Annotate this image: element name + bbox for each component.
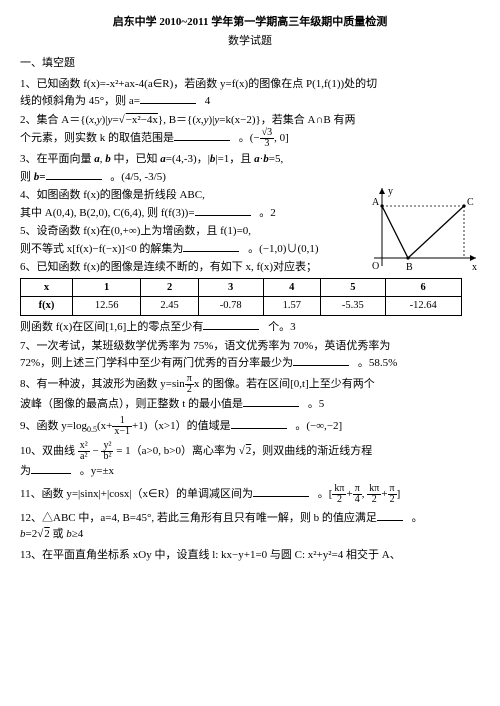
q3-line1: 3、在平面向量 a, b 中，已知 a=(4,-3)，|b|=1，且 a·b=5… — [20, 153, 283, 165]
table-row: x 1 2 3 4 5 6 — [21, 278, 462, 297]
q6: 6、已知函数 f(x)的图像是连续不断的，有如下 x, f(x)对应表； x 1… — [20, 259, 480, 336]
q2-line2: 个元素，则实数 k 的取值范围是 — [20, 132, 174, 144]
q4: 4、如图函数 f(x)的图像是折线段 ABC, 其中 A(0,4), B(2,0… — [20, 187, 480, 221]
th: 2 — [141, 278, 198, 297]
q7-blank — [293, 354, 349, 366]
q6-table: x 1 2 3 4 5 6 f(x) 12.56 2.45 -0.78 1.57… — [20, 278, 462, 317]
q11-blank — [253, 485, 309, 497]
q6-intro: 6、已知函数 f(x)的图像是连续不断的，有如下 x, f(x)对应表； — [20, 261, 317, 273]
q2-blank — [174, 129, 230, 141]
td: -12.64 — [385, 297, 461, 316]
q1-line1: 1、已知函数 f(x)=-x²+ax-4(a∈R)，若函数 y=f(x)的图像在… — [20, 78, 377, 90]
th: 4 — [263, 278, 320, 297]
td: -0.78 — [198, 297, 263, 316]
th-x: x — [21, 278, 73, 297]
q4-line1: 4、如图函数 f(x)的图像是折线段 ABC, — [20, 189, 205, 201]
q9-blank — [231, 417, 287, 429]
q10-line2: 为 — [20, 465, 31, 477]
q12-ans2: b=22 或 b≥4 — [20, 528, 83, 540]
q9: 9、函数 y=log0.5(x+1x−1+1)（x>1）的值域是 。(−∞,−2… — [20, 416, 480, 437]
td: 2.45 — [141, 297, 198, 316]
q10-text: 10、双曲线 x²a² − y²b² = 1（a>0, b>0）离心率为 2，则… — [20, 445, 372, 457]
q5: 5、设奇函数 f(x)在(0,+∞)上为增函数，且 f(1)=0, 则不等式 x… — [20, 223, 480, 257]
q1-line2: 线的倾斜角为 45°，则 a= — [20, 95, 140, 107]
q8-line2: 波峰（图像的最高点），则正整数 t 的最小值是 — [20, 398, 243, 410]
q4-line2: 其中 A(0,4), B(2,0), C(6,4), 则 f(f(3))= — [20, 207, 195, 219]
doc-title: 启东中学 2010~2011 学年第一学期高三年级期中质量检测 — [20, 14, 480, 31]
doc-subtitle: 数学试题 — [20, 33, 480, 50]
q1: 1、已知函数 f(x)=-x²+ax-4(a∈R)，若函数 y=f(x)的图像在… — [20, 76, 480, 110]
q4-ans: 。2 — [259, 207, 276, 219]
q10: 10、双曲线 x²a² − y²b² = 1（a>0, b>0）离心率为 2，则… — [20, 441, 480, 480]
th: 5 — [320, 278, 385, 297]
q6-ans: 个。3 — [268, 321, 296, 333]
q8: 8、有一种波，其波形为函数 y=sinπ2x 的图像。若在区间[0,t]上至少有… — [20, 374, 480, 413]
q6-tail: 则函数 f(x)在区间[1,6]上的零点至少有 — [20, 321, 203, 333]
q11-text: 11、函数 y=|sinx|+|cosx|（x∈R）的单调减区间为 — [20, 488, 253, 500]
q12-blank — [377, 509, 403, 521]
q8-blank — [243, 395, 299, 407]
q4-blank — [195, 204, 251, 216]
q3-blank — [46, 168, 102, 180]
q11: 11、函数 y=|sinx|+|cosx|（x∈R）的单调减区间为 。[kπ2+… — [20, 484, 480, 505]
q6-blank — [203, 318, 259, 330]
q12-text: 12、△ABC 中，a=4, B=45°, 若此三角形有且只有唯一解，则 b 的… — [20, 512, 377, 524]
q5-line2: 则不等式 x[f(x)−f(−x)]<0 的解集为 — [20, 243, 183, 255]
th: 1 — [72, 278, 140, 297]
q7: 7、一次考试，某班级数学优秀率为 75%，语文优秀率为 70%，英语优秀率为 7… — [20, 338, 480, 372]
q5-blank — [183, 240, 239, 252]
q1-ans: 4 — [205, 95, 211, 107]
q1-blank — [140, 92, 196, 104]
q12-ans: 。 — [412, 512, 423, 524]
q3: 3、在平面向量 a, b 中，已知 a=(4,-3)，|b|=1，且 a·b=5… — [20, 151, 480, 185]
q10-ans: 。y=±x — [80, 465, 114, 477]
table-row: f(x) 12.56 2.45 -0.78 1.57 -5.35 -12.64 — [21, 297, 462, 316]
q2-line1: 2、集合 A＝{(x,y)|y=−x²−4x}, B＝{(x,y)|y=k(x−… — [20, 114, 356, 126]
q5-ans: 。(−1,0)∪(0,1) — [248, 243, 318, 255]
q9-text: 9、函数 y=log0.5(x+1x−1+1)（x>1）的值域是 — [20, 420, 231, 432]
q13: 13、在平面直角坐标系 xOy 中，设直线 l: kx−y+1=0 与圆 C: … — [20, 547, 480, 564]
q3-line2: 则 b= — [20, 171, 46, 183]
q2-ans: 。(−√33, 0] — [239, 132, 289, 144]
td: 12.56 — [72, 297, 140, 316]
q12: 12、△ABC 中，a=4, B=45°, 若此三角形有且只有唯一解，则 b 的… — [20, 509, 480, 543]
th: 3 — [198, 278, 263, 297]
q8-line1: 8、有一种波，其波形为函数 y=sinπ2x 的图像。若在区间[0,t]上至少有… — [20, 378, 375, 390]
q3-ans: 。(4/5, -3/5) — [110, 171, 166, 183]
q10-blank — [31, 462, 71, 474]
q9-ans: 。(−∞,−2] — [295, 420, 342, 432]
q7-line2: 72%，则上述三门学科中至少有两门优秀的百分率最少为 — [20, 357, 293, 369]
q13-text: 13、在平面直角坐标系 xOy 中，设直线 l: kx−y+1=0 与圆 C: … — [20, 549, 401, 561]
q7-ans: 。58.5% — [358, 357, 397, 369]
th: 6 — [385, 278, 461, 297]
q7-line1: 7、一次考试，某班级数学优秀率为 75%，语文优秀率为 70%，英语优秀率为 — [20, 340, 390, 352]
q5-line1: 5、设奇函数 f(x)在(0,+∞)上为增函数，且 f(1)=0, — [20, 225, 251, 237]
td: 1.57 — [263, 297, 320, 316]
th-fx: f(x) — [21, 297, 73, 316]
section-heading: 一、填空题 — [20, 55, 480, 72]
q8-ans: 。5 — [308, 398, 325, 410]
q11-ans: 。[kπ2+π4, kπ2+π2] — [318, 488, 401, 500]
td: -5.35 — [320, 297, 385, 316]
q2: 2、集合 A＝{(x,y)|y=−x²−4x}, B＝{(x,y)|y=k(x−… — [20, 112, 480, 150]
